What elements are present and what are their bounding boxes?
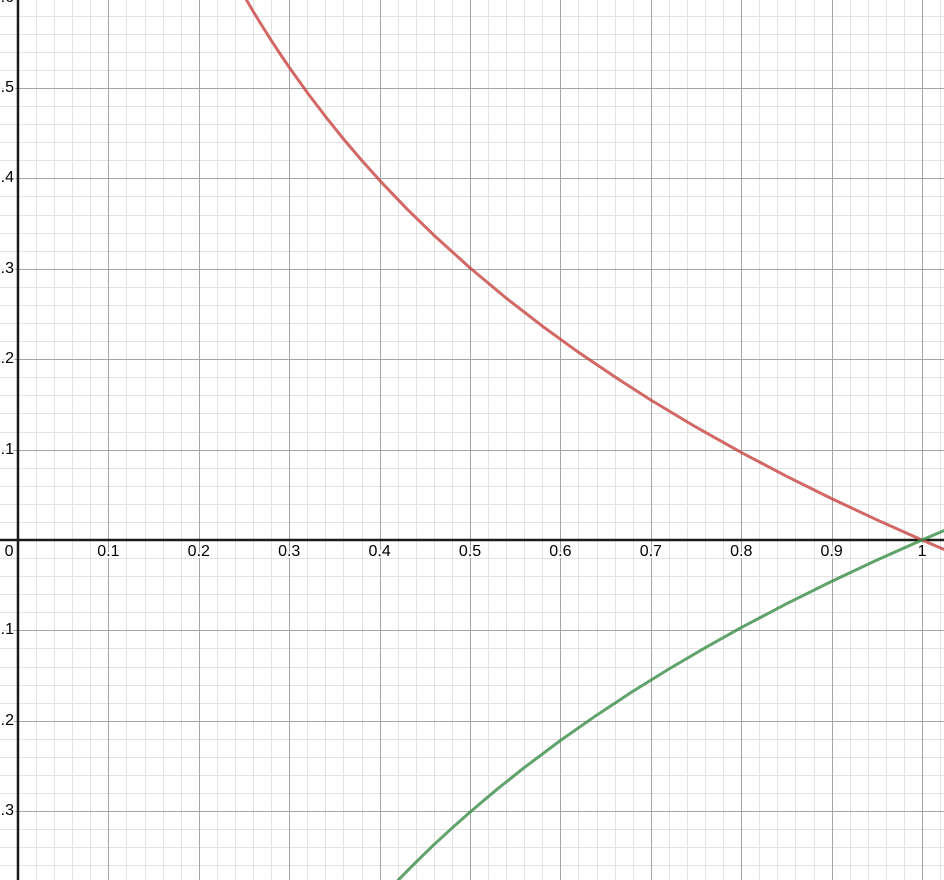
- green-curve[interactable]: [396, 528, 944, 880]
- red-curve[interactable]: [244, 0, 944, 552]
